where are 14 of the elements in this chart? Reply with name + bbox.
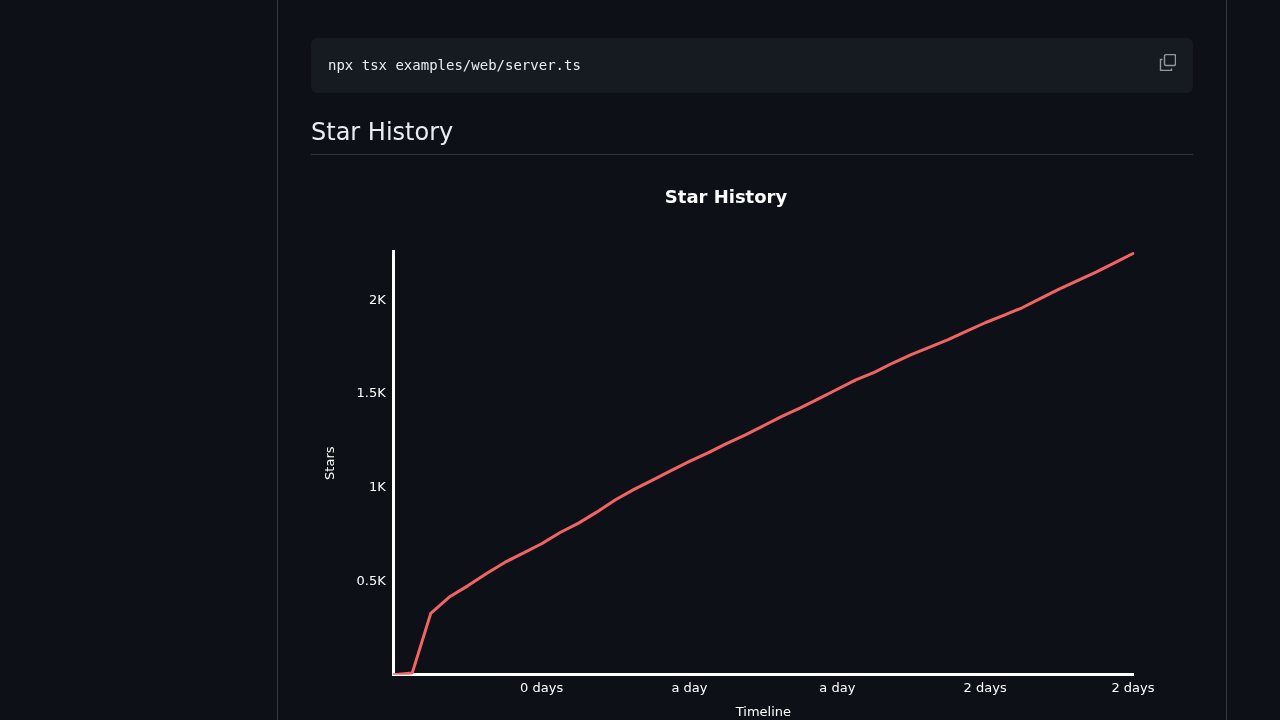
x-tick-label: a day [671,679,708,695]
x-tick-label: a day [819,679,856,695]
text: npx tsx examples/web/server.ts [311,38,1193,93]
x-tick-label: 2 days [1111,679,1155,695]
y-tick-label: 0.5K [356,572,387,588]
y-tick-label: 1.5K [356,385,387,401]
y-tick-label: 2K [369,291,387,307]
x-axis-title: Timeline [734,703,792,719]
x-tick-label: 0 days [520,679,564,695]
y-tick-label: 1K [369,478,387,494]
y-axis-title: Stars [322,446,338,480]
chart-title: Star History [664,186,788,208]
x-tick-label: 2 days [963,679,1007,695]
text: Star History [311,118,1193,155]
